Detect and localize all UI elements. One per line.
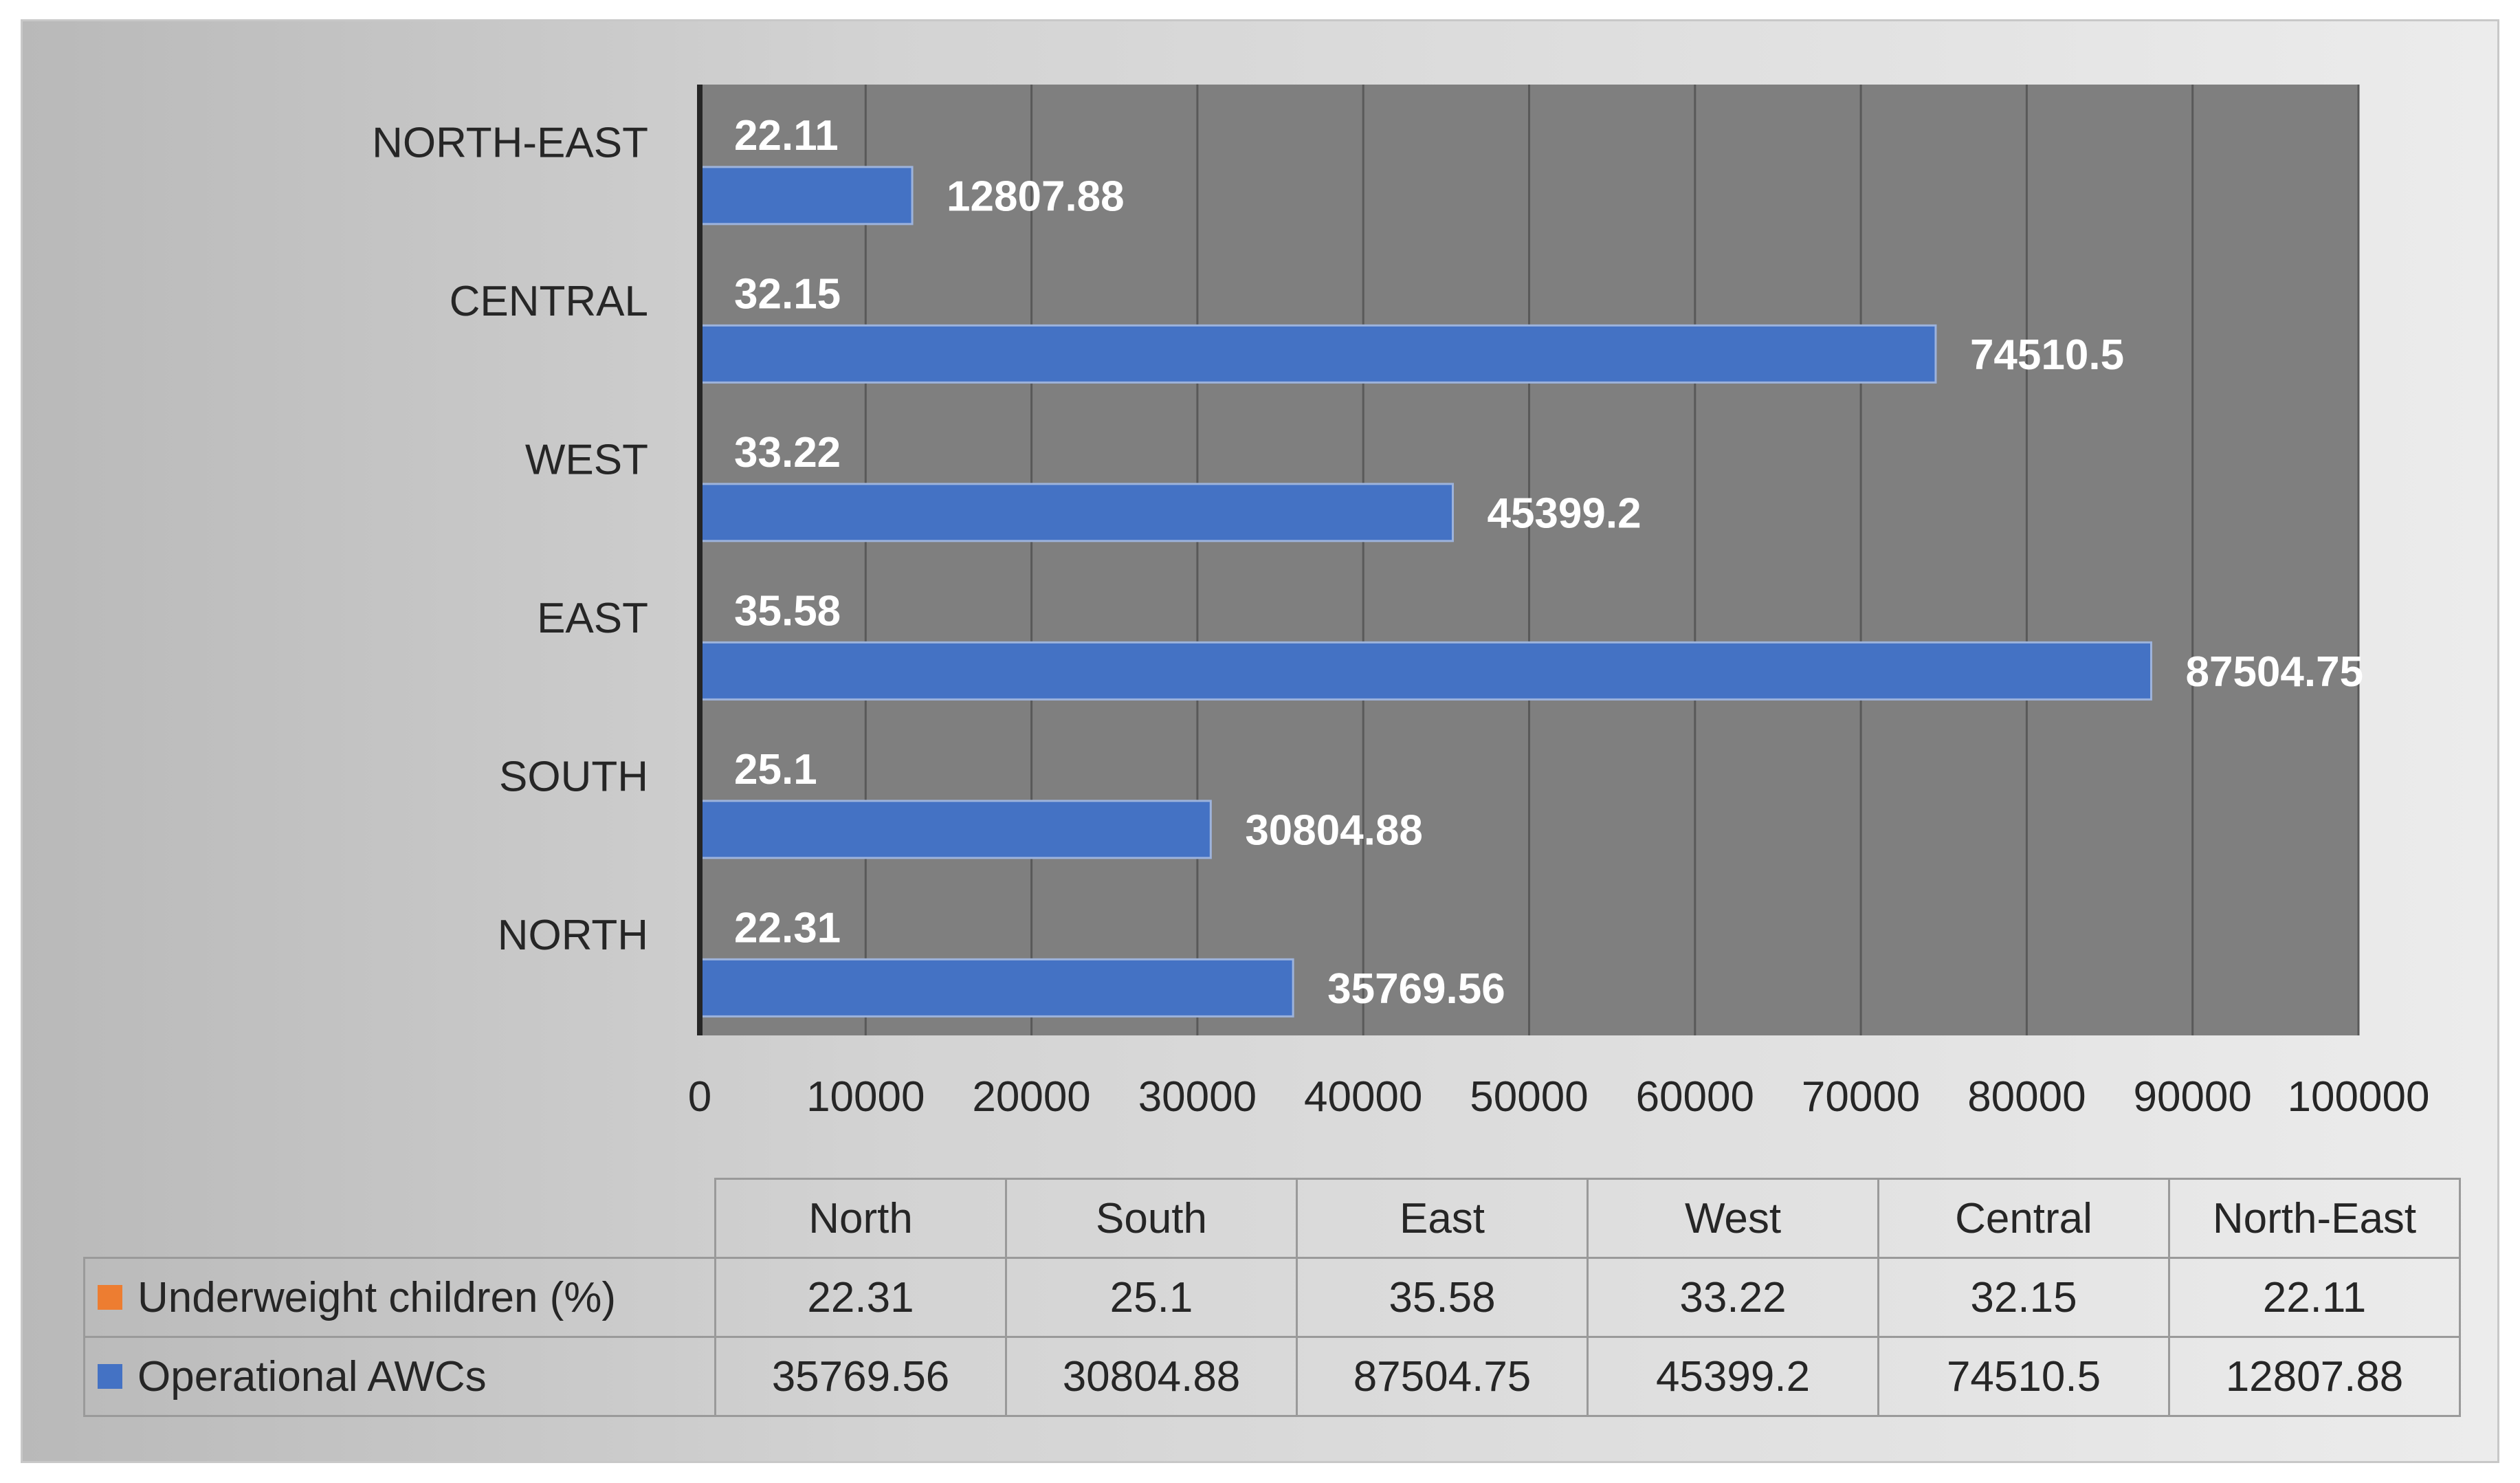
data-label-underweight: 22.31 [734, 904, 841, 952]
data-table-cell: 33.22 [1587, 1257, 1879, 1338]
legend-key-orange-icon [98, 1285, 122, 1310]
y-category-label: CENTRAL [450, 278, 648, 325]
x-tick-label: 80000 [1967, 1073, 2086, 1121]
x-tick-label: 0 [688, 1073, 711, 1121]
x-tick-label: 10000 [806, 1073, 925, 1121]
data-table-col-header: North [714, 1178, 1007, 1259]
data-table-cell: 35769.56 [714, 1336, 1007, 1417]
data-table-cell: 22.31 [714, 1257, 1007, 1338]
bar-operational [698, 641, 2152, 701]
y-category-label: EAST [537, 595, 648, 642]
axes: 0 10000 20000 30000 40000 50000 60000 70000 8000… [372, 85, 2429, 1121]
data-table-col-header: South [1005, 1178, 1298, 1259]
gridlines [864, 85, 2360, 1035]
bar-operational [698, 166, 914, 226]
data-label-operational: 87504.75 [2185, 648, 2363, 696]
data-table-cell: 74510.5 [1877, 1336, 2170, 1417]
data-label-operational: 45399.2 [1487, 490, 1641, 537]
data-table-cell: 35.58 [1296, 1257, 1589, 1338]
data-label-underweight: 35.58 [734, 587, 841, 635]
x-tick-label: 30000 [1138, 1073, 1257, 1121]
x-tick-label: 100000 [2288, 1073, 2430, 1121]
data-label-operational: 35769.56 [1327, 965, 1505, 1013]
bar-chart: 22.31 35769.56 25.1 30804.88 35.58 87504.75 33… [372, 85, 2429, 1121]
data-table-col-header: Central [1877, 1178, 2170, 1259]
y-category-label: NORTH-EAST [372, 119, 648, 166]
x-tick-label: 40000 [1304, 1073, 1422, 1121]
legend-label-underweight: Underweight children (%) [137, 1273, 617, 1321]
data-label-underweight: 22.11 [734, 112, 839, 160]
data-label-operational: 30804.88 [1245, 806, 1423, 854]
bar-operational [698, 324, 1937, 384]
data-label-underweight: 25.1 [734, 746, 817, 793]
data-table-col-header: North-East [2168, 1178, 2461, 1259]
x-tick-label: 20000 [972, 1073, 1090, 1121]
x-tick-label: 90000 [2133, 1073, 2251, 1121]
data-label-operational: 12807.88 [947, 173, 1125, 220]
bars [698, 165, 2152, 1018]
data-table-cell: 30804.88 [1005, 1336, 1298, 1417]
x-tick-label: 70000 [1802, 1073, 1920, 1121]
data-label-operational: 74510.5 [1970, 331, 2124, 379]
legend-label-operational: Operational AWCs [137, 1352, 487, 1400]
data-table-corner [84, 1178, 716, 1258]
data-table-cell: 22.11 [2168, 1257, 2461, 1338]
data-table-row-header: Underweight children (%) [83, 1257, 716, 1338]
bar-operational [698, 958, 1294, 1018]
data-label-underweight: 33.22 [734, 429, 841, 476]
data-table-cell: 32.15 [1877, 1257, 2170, 1338]
bar-operational [698, 800, 1212, 859]
data-labels: 22.31 35769.56 25.1 30804.88 35.58 87504.75 33… [734, 112, 2363, 1013]
y-category-label: WEST [525, 436, 648, 483]
data-table-col-header: East [1296, 1178, 1589, 1259]
data-table-header-row: North South East West Central North-East [84, 1178, 2461, 1259]
data-table-cell: 87504.75 [1296, 1336, 1589, 1417]
x-tick-label: 60000 [1636, 1073, 1754, 1121]
data-table: North South East West Central North-East… [83, 1178, 2461, 1417]
data-table-cell: 25.1 [1005, 1257, 1298, 1338]
data-table-row-operational: Operational AWCs 35769.56 30804.88 87504… [83, 1336, 2461, 1417]
data-table-cell: 45399.2 [1587, 1336, 1879, 1417]
data-label-underweight: 32.15 [734, 270, 841, 318]
data-table-row-header: Operational AWCs [83, 1336, 716, 1417]
x-tick-label: 50000 [1470, 1073, 1588, 1121]
chart-panel: 22.31 35769.56 25.1 30804.88 35.58 87504.75 33… [21, 19, 2499, 1463]
y-category-label: SOUTH [499, 753, 648, 800]
data-table-cell: 12807.88 [2168, 1336, 2461, 1417]
y-category-label: NORTH [498, 912, 648, 959]
data-table-row-underweight: Underweight children (%) 22.31 25.1 35.5… [83, 1257, 2461, 1338]
legend-key-blue-icon [98, 1364, 122, 1389]
bar-operational [698, 483, 1454, 542]
data-table-col-header: West [1587, 1178, 1879, 1259]
